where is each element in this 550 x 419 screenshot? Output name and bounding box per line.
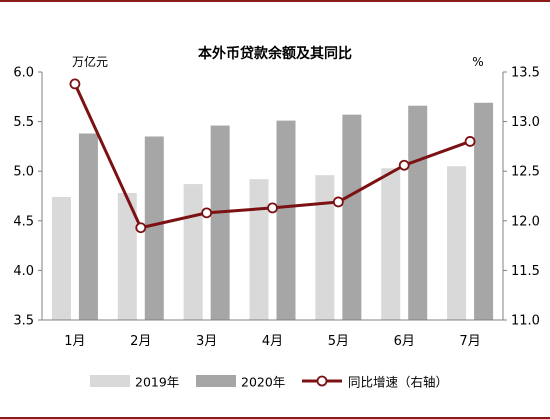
bar-2020年-3月: [210, 125, 230, 321]
bar-2020年-5月: [342, 114, 362, 320]
right-tick-label: 11.5: [511, 264, 540, 279]
x-tick-label: 2月: [130, 334, 151, 349]
right-tick-label: 12.5: [511, 165, 540, 180]
legend-swatch-2019: [90, 375, 130, 387]
bar-2019年-6月: [381, 168, 401, 320]
legend-label-2020: 2020年: [241, 375, 285, 390]
right-axis-unit: %: [472, 55, 483, 69]
yoy-point-2月: [135, 222, 147, 234]
bar-2020年-7月: [474, 102, 494, 320]
legend-swatch-marker: [316, 375, 328, 387]
bar-2019年-4月: [249, 179, 269, 320]
left-tick-label: 4.5: [13, 214, 34, 229]
right-tick-label: 11.0: [511, 314, 540, 329]
yoy-point-4月: [267, 202, 278, 214]
right-tick-label: 13.5: [511, 66, 540, 81]
yoy-point-5月: [332, 196, 344, 208]
x-tick-label: 3月: [196, 334, 217, 349]
left-axis-unit: 万亿元: [72, 54, 108, 69]
right-tick-label: 12.0: [511, 214, 540, 229]
bar-2019年-7月: [447, 166, 467, 320]
legend-label-2019: 2019年: [135, 375, 179, 390]
bar-2020年-1月: [78, 133, 98, 320]
yoy-point-3月: [201, 207, 213, 219]
legend-label-yoy: 同比增速（右轴）: [348, 375, 448, 390]
x-tick-label: 7月: [459, 334, 480, 349]
legend-swatch-2020: [196, 375, 236, 387]
left-tick-label: 5.0: [13, 165, 34, 180]
legend: 2019年 2020年 同比增速（右轴）: [90, 375, 448, 390]
yoy-point-7月: [464, 136, 476, 147]
left-tick-label: 4.0: [13, 264, 34, 279]
bar-2020年-6月: [408, 105, 428, 320]
bar-2019年-1月: [51, 196, 71, 320]
bar-2019年-5月: [315, 175, 335, 320]
x-tick-label: 4月: [262, 334, 283, 349]
bar-2019年-2月: [117, 193, 137, 320]
left-tick-label: 6.0: [13, 66, 34, 81]
left-tick-label: 3.5: [13, 314, 34, 329]
x-tick-label: 5月: [328, 334, 349, 349]
left-tick-label: 5.5: [13, 115, 34, 130]
right-tick-label: 13.0: [511, 115, 540, 130]
bar-2020年-2月: [144, 136, 164, 320]
x-tick-label: 1月: [64, 334, 85, 349]
yoy-point-6月: [398, 159, 410, 171]
bar-2019年-3月: [183, 184, 203, 320]
chart-title: 本外币贷款余额及其同比: [198, 45, 352, 62]
plot-area: 3.5 4.0 4.5 5.0 5.5 6.0 11.0 11.5 12.0 12.5 13.0 13…: [13, 66, 540, 350]
x-tick-label: 6月: [394, 334, 415, 349]
yoy-point-1月: [69, 78, 81, 90]
bar-2020年-4月: [276, 120, 296, 320]
